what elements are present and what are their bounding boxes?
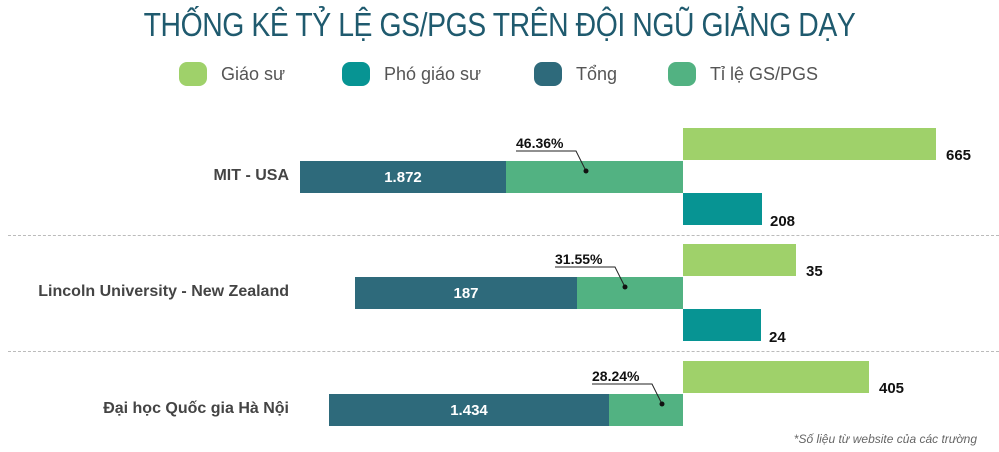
tong-value-label: 187 xyxy=(453,285,479,302)
category-label: Đại học Quốc gia Hà Nội xyxy=(103,400,289,417)
row-divider xyxy=(8,351,999,352)
category-label: Lincoln University - New Zealand xyxy=(38,283,289,300)
tong-value-label: 1.872 xyxy=(384,169,422,186)
legend-label: Tỉ lệ GS/PGS xyxy=(710,63,819,84)
legend-swatch xyxy=(342,62,370,86)
ratio-value-label: 28.24% xyxy=(592,368,640,384)
giao-su-value-label: 405 xyxy=(879,380,905,397)
ratio-value-label: 31.55% xyxy=(555,251,603,267)
bar-pho-giao-su xyxy=(683,193,762,225)
chart-title: THỐNG KÊ TỶ LỆ GS/PGS TRÊN ĐỘI NGŨ GIẢNG… xyxy=(143,6,856,43)
bar-giao-su xyxy=(683,128,936,160)
bar-giao-su xyxy=(683,244,796,276)
legend-swatch xyxy=(668,62,696,86)
row-divider xyxy=(8,235,999,236)
ratio-value-label: 46.36% xyxy=(516,135,564,151)
legend-label: Giáo sư xyxy=(221,63,286,84)
tong-value-label: 1.434 xyxy=(450,402,488,419)
legend-item-tong: Tổng xyxy=(534,62,617,86)
legend: Giáo sư Phó giáo sư Tổng Tỉ lệ GS/PGS xyxy=(0,62,999,90)
bar-ti-le xyxy=(609,394,683,426)
legend-swatch xyxy=(179,62,207,86)
legend-label: Tổng xyxy=(576,63,618,84)
footnote: *Số liệu từ website của các trường xyxy=(793,432,977,446)
bar-pho-giao-su xyxy=(683,309,761,341)
giao-su-value-label: 35 xyxy=(806,263,823,280)
legend-swatch xyxy=(534,62,562,86)
pho-giao-su-value-label: 24 xyxy=(769,329,786,346)
category-label: MIT - USA xyxy=(213,167,289,184)
legend-label: Phó giáo sư xyxy=(384,63,482,84)
bar-giao-su xyxy=(683,361,869,393)
bar-ti-le xyxy=(577,277,683,309)
legend-item-pho-giao-su: Phó giáo sư xyxy=(342,62,481,86)
legend-item-giao-su: Giáo sư xyxy=(179,62,285,86)
pho-giao-su-value-label: 208 xyxy=(770,213,796,230)
giao-su-value-label: 665 xyxy=(946,147,972,164)
legend-item-ti-le: Tỉ lệ GS/PGS xyxy=(668,62,818,86)
bar-ti-le xyxy=(506,161,683,193)
